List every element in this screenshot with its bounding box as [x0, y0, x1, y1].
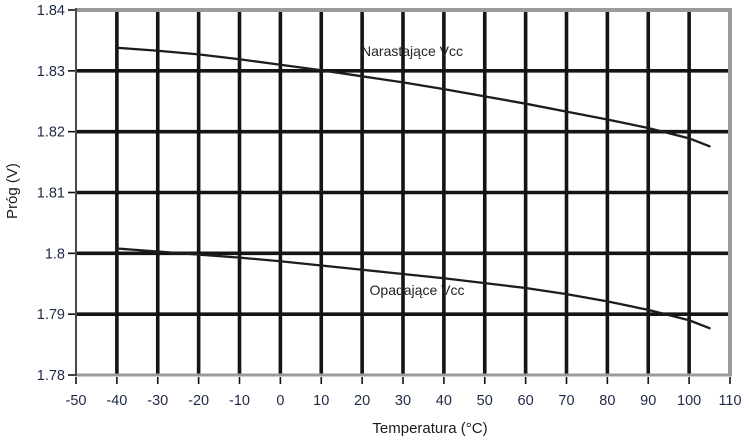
upper-curve-label: Narastające Vcc — [361, 43, 463, 59]
x-tick-label: -10 — [229, 393, 250, 409]
y-tick-label: 1.79 — [37, 307, 65, 323]
x-axis-title: Temperatura (°C) — [372, 420, 488, 437]
y-axis-title: Próg (V) — [4, 163, 21, 219]
x-tick-label: 60 — [518, 393, 534, 409]
rising-vcc-curve — [115, 46, 711, 148]
falling-vcc-curve — [115, 247, 711, 330]
x-tick-label: 70 — [558, 393, 574, 409]
y-tick-label: 1.82 — [37, 125, 65, 141]
x-tick-label: -50 — [66, 393, 87, 409]
x-tick-label: 100 — [677, 393, 701, 409]
x-tick-label: 80 — [599, 393, 615, 409]
x-tick-label: -40 — [106, 393, 127, 409]
x-tick-label: 40 — [436, 393, 452, 409]
x-tick-label: -20 — [188, 393, 209, 409]
x-tick-label: 50 — [477, 393, 493, 409]
y-tick-label: 1.78 — [37, 368, 65, 384]
lower-curve-label: Opadające Vcc — [369, 282, 465, 298]
y-tick-label: 1.84 — [37, 3, 65, 19]
x-tick-label: 20 — [354, 393, 370, 409]
y-tick-label: 1.81 — [37, 186, 65, 202]
x-tick-label: 90 — [640, 393, 656, 409]
x-tick-label: 110 — [718, 393, 741, 409]
x-tick-label: 10 — [313, 393, 329, 409]
y-tick-label: 1.8 — [45, 246, 65, 262]
x-tick-label: -30 — [147, 393, 168, 409]
x-tick-label: 0 — [276, 393, 284, 409]
y-tick-label: 1.83 — [37, 64, 65, 80]
x-tick-label: 30 — [395, 393, 411, 409]
